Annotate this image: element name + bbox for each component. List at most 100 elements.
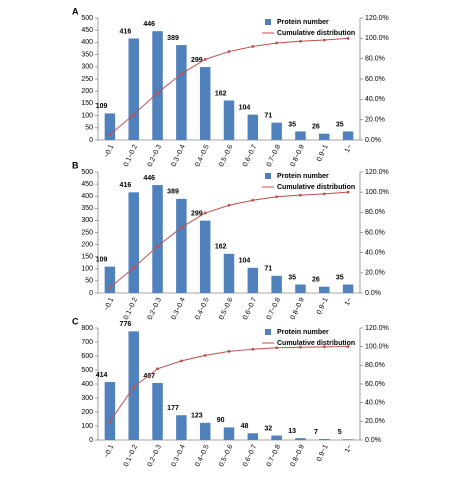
value-label: 35 <box>336 121 344 128</box>
y-tick-label: 50 <box>85 278 93 285</box>
line-marker <box>132 113 136 116</box>
y-tick-label: 150 <box>81 100 93 107</box>
y2-tick-label: 0.0% <box>365 290 381 297</box>
y-tick-label: 0 <box>89 137 93 144</box>
x-tick-label: 0.7~0.8 <box>266 297 282 321</box>
x-tick-label: 0.9~1 <box>316 297 330 316</box>
x-tick-label: 0.6~0.7 <box>242 444 258 468</box>
y2-tick-label: 40.0% <box>365 96 385 103</box>
line-marker <box>179 359 183 363</box>
line-marker <box>275 41 279 45</box>
y-tick-label: 400 <box>81 39 93 46</box>
x-tick-label: 0.4~0.5 <box>194 144 210 168</box>
bar <box>199 220 211 293</box>
x-tick-label: 0.1~0.2 <box>123 297 139 321</box>
bar <box>104 266 116 293</box>
bar <box>271 435 282 440</box>
bar <box>176 45 187 140</box>
y-tick-label: 250 <box>81 76 93 83</box>
x-tick-label: 0.2~0.3 <box>147 144 163 168</box>
line-marker <box>227 203 231 207</box>
line-marker <box>203 353 207 357</box>
cumulative-line <box>109 346 349 422</box>
y-tick-label: 350 <box>81 51 93 58</box>
bar <box>199 422 211 440</box>
x-tick-label: 0.9~1 <box>316 444 330 463</box>
line-marker <box>346 190 350 194</box>
y-tick-label: 500 <box>81 169 93 176</box>
line-marker <box>132 385 136 389</box>
legend-label: Protein number <box>277 173 329 180</box>
bar <box>152 383 163 440</box>
x-tick-label: 0.4~0.5 <box>194 297 210 321</box>
x-tick-label: 0.8~0.9 <box>290 297 306 321</box>
y-tick-label: 300 <box>81 217 93 224</box>
y-tick-label: 0 <box>89 437 93 444</box>
y-tick-label: 200 <box>81 241 93 248</box>
x-tick-label: 0.3~0.4 <box>171 444 187 468</box>
y2-tick-label: 100.0% <box>365 189 389 196</box>
value-label: 35 <box>288 121 296 128</box>
value-label: 13 <box>288 428 296 435</box>
line-marker <box>322 345 326 349</box>
value-label: 26 <box>312 277 320 284</box>
y2-tick-label: 20.0% <box>365 418 385 425</box>
x-tick-label: 0.8~0.9 <box>290 444 306 468</box>
legend-label: Cumulative distribution <box>277 184 355 191</box>
value-label: 109 <box>96 256 108 263</box>
bar <box>295 438 306 440</box>
bar <box>342 439 354 440</box>
x-tick-label: 0.9~1 <box>316 144 330 163</box>
bar <box>128 192 139 293</box>
value-label: 123 <box>191 413 203 420</box>
value-label: 162 <box>215 244 227 251</box>
x-tick-label: 0.3~0.4 <box>171 297 187 321</box>
y-tick-label: 700 <box>81 339 93 346</box>
x-tick-label: 0.8~0.9 <box>290 144 306 168</box>
value-label: 7 <box>314 429 318 436</box>
y2-tick-label: 80.0% <box>365 56 385 63</box>
y2-tick-label: 60.0% <box>365 229 385 236</box>
value-label: 299 <box>191 57 203 64</box>
y-tick-label: 150 <box>81 254 93 261</box>
bar <box>104 382 116 440</box>
legend-swatch <box>265 329 271 335</box>
value-label: 389 <box>167 189 179 196</box>
x-tick-label: ~0.1 <box>103 297 115 313</box>
y2-tick-label: 20.0% <box>365 117 385 124</box>
line-marker <box>108 133 112 137</box>
y2-tick-label: 80.0% <box>365 362 385 369</box>
value-label: 48 <box>241 423 249 430</box>
line-marker <box>251 347 255 351</box>
value-label: 5 <box>338 429 342 436</box>
legend-swatch <box>265 173 271 179</box>
line-marker <box>251 45 255 48</box>
value-label: 177 <box>167 405 179 412</box>
bar <box>247 433 259 440</box>
y2-tick-label: 0.0% <box>365 437 381 444</box>
line-marker <box>227 50 231 53</box>
value-label: 71 <box>264 266 272 273</box>
value-label: 446 <box>143 175 155 182</box>
y-tick-label: 50 <box>85 125 93 132</box>
y2-tick-label: 120.0% <box>365 15 389 22</box>
y2-tick-label: 0.0% <box>365 137 381 144</box>
bar <box>176 415 187 440</box>
y-tick-label: 500 <box>81 15 93 22</box>
y-tick-label: 100 <box>81 112 93 119</box>
line-marker <box>108 286 112 290</box>
y-tick-label: 0 <box>89 290 93 297</box>
y2-tick-label: 120.0% <box>365 169 389 176</box>
y2-tick-label: 60.0% <box>365 76 385 83</box>
x-tick-label: 0.1~0.2 <box>123 144 139 168</box>
bar <box>342 131 354 140</box>
x-tick-label: 0.6~0.7 <box>242 144 258 168</box>
legend-swatch <box>265 19 271 25</box>
x-tick-label: ~0.1 <box>103 444 115 460</box>
panel-label: C <box>72 316 79 326</box>
line-marker <box>132 266 136 270</box>
line-marker <box>322 192 326 196</box>
value-label: 776 <box>120 321 132 328</box>
value-label: 104 <box>239 258 251 265</box>
